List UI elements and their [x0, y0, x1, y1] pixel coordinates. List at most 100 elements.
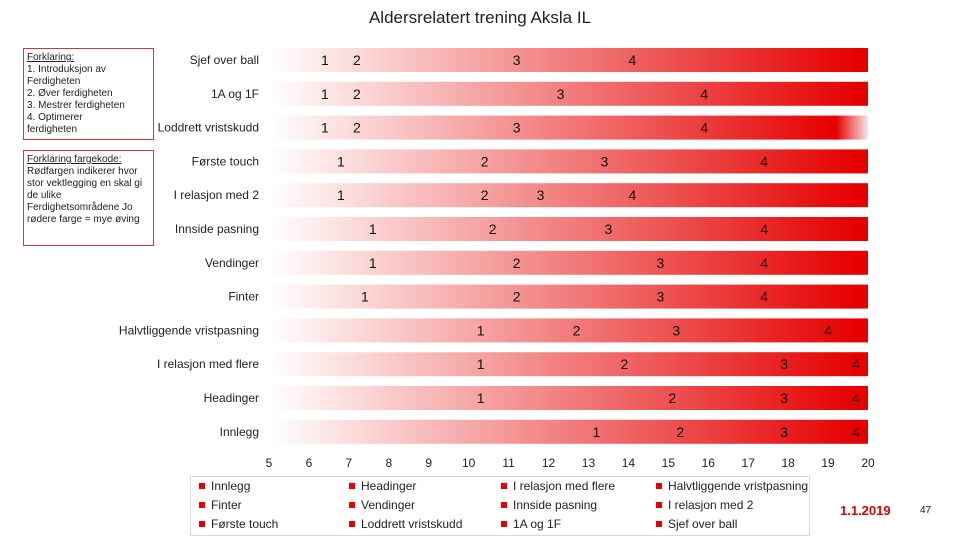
- stage-label-1: 1: [477, 322, 485, 338]
- x-tick-label: 11: [502, 456, 515, 470]
- category-label: 1A og 1F: [211, 87, 259, 101]
- bar-halvtliggende-vristpasning: [269, 318, 868, 343]
- x-tick-label: 6: [306, 456, 313, 470]
- stage-label-4: 4: [824, 322, 832, 338]
- stage-label-1: 1: [477, 356, 485, 372]
- legend-swatch: [199, 501, 205, 508]
- explanation-line: Ferdigheten: [27, 76, 81, 87]
- legend-item: I relasjon med flere: [501, 479, 615, 493]
- legend-item: I relasjon med 2: [656, 498, 753, 512]
- x-tick-label: 15: [662, 456, 676, 470]
- color-key-heading: Forklaring fargekode:: [27, 154, 122, 165]
- stage-label-1: 1: [369, 255, 377, 271]
- stage-label-3: 3: [605, 221, 613, 237]
- stage-label-1: 1: [361, 289, 369, 305]
- explanation-line: 3. Mestrer ferdigheten: [27, 100, 125, 111]
- category-label: Finter: [228, 290, 259, 304]
- x-tick-label: 19: [821, 456, 835, 470]
- x-tick-label: 16: [702, 456, 716, 470]
- legend-label: Loddrett vristskudd: [361, 517, 463, 531]
- color-key-text: Rødfargen indikerer hvor stor vektleggin…: [27, 166, 143, 225]
- stage-label-2: 2: [513, 289, 521, 305]
- stage-label-4: 4: [628, 52, 636, 68]
- legend-label: I relasjon med 2: [668, 498, 754, 512]
- stage-label-1: 1: [321, 86, 329, 102]
- explanation-line: ferdigheten: [27, 124, 78, 135]
- stage-label-1: 1: [337, 187, 345, 203]
- stage-label-2: 2: [481, 187, 489, 203]
- legend-label: Halvtliggende vristpasning: [668, 479, 809, 493]
- stage-label-3: 3: [780, 390, 788, 406]
- category-label: Halvtliggende vristpasning: [119, 323, 259, 337]
- legend-item: Innside pasning: [501, 498, 597, 512]
- stage-label-1: 1: [337, 153, 345, 169]
- legend-swatch: [656, 482, 662, 489]
- explanation-lines: 1. Introduksjon av Ferdigheten 2. Øver fer…: [27, 64, 150, 136]
- category-label: I relasjon med flere: [157, 357, 259, 371]
- category-label: Innside pasning: [175, 222, 259, 236]
- legend-label: Sjef over ball: [668, 517, 738, 531]
- stage-label-3: 3: [656, 255, 664, 271]
- legend-swatch: [349, 482, 355, 489]
- stage-label-4: 4: [700, 86, 708, 102]
- chart-legend: Innlegg Headinger I relasjon med flere Halv…: [190, 476, 810, 536]
- x-tick-label: 20: [861, 456, 875, 470]
- x-tick-label: 13: [582, 456, 596, 470]
- legend-label: Innside pasning: [513, 498, 598, 512]
- bar-sjef-over-ball: [269, 48, 868, 72]
- legend-label: I relasjon med flere: [513, 479, 616, 493]
- stage-label-3: 3: [513, 52, 521, 68]
- legend-swatch: [656, 520, 662, 527]
- x-tick-label: 12: [542, 456, 556, 470]
- legend-item: Finter: [199, 498, 242, 512]
- bar-loddrett-vristskudd: [269, 115, 868, 140]
- bar-finter: [269, 284, 868, 309]
- legend-item: 1A og 1F: [501, 517, 561, 531]
- legend-item: Vendinger: [349, 498, 415, 512]
- bar-headinger: [269, 386, 868, 410]
- legend-swatch: [199, 520, 205, 527]
- explanation-line: 1. Introduksjon av: [27, 64, 106, 75]
- x-tick-label: 18: [781, 456, 795, 470]
- legend-item: Halvtliggende vristpasning: [656, 479, 808, 493]
- bar-innlegg: [269, 419, 868, 444]
- stage-label-4: 4: [760, 289, 768, 305]
- legend-label: 1A og 1F: [513, 517, 562, 531]
- stage-label-2: 2: [573, 322, 581, 338]
- stage-label-4: 4: [760, 221, 768, 237]
- stage-label-3: 3: [656, 289, 664, 305]
- chart-title: Aldersrelatert trening Aksla IL: [368, 8, 592, 27]
- stage-label-2: 2: [621, 356, 629, 372]
- stage-label-4: 4: [760, 255, 768, 271]
- stage-label-4: 4: [852, 390, 860, 406]
- category-label: Loddrett vristskudd: [158, 121, 259, 135]
- stage-label-1: 1: [477, 390, 485, 406]
- stage-label-2: 2: [489, 221, 497, 237]
- legend-swatch: [501, 501, 507, 508]
- x-tick-label: 5: [266, 456, 273, 470]
- bar-innside-pasning: [269, 217, 868, 241]
- x-tick-label: 17: [742, 456, 756, 470]
- legend-swatch: [656, 501, 662, 508]
- stage-label-3: 3: [601, 153, 609, 169]
- legend-swatch: [501, 520, 507, 527]
- category-label: I relasjon med 2: [174, 188, 260, 202]
- stage-label-2: 2: [676, 424, 684, 440]
- legend-swatch: [501, 482, 507, 489]
- legend-label: Første touch: [211, 517, 279, 531]
- legend-item: Første touch: [199, 517, 278, 531]
- stage-label-1: 1: [369, 221, 377, 237]
- stage-label-1: 1: [593, 424, 601, 440]
- explanation-box: Forklaring: 1. Introduksjon av Ferdighete…: [23, 48, 154, 140]
- x-tick-label: 8: [385, 456, 392, 470]
- stage-label-3: 3: [557, 86, 565, 102]
- stage-label-1: 1: [321, 52, 329, 68]
- category-label: Headinger: [204, 391, 259, 405]
- category-label: Vendinger: [205, 256, 259, 270]
- legend-item: Innlegg: [199, 479, 250, 493]
- stage-label-2: 2: [353, 86, 361, 102]
- stage-label-4: 4: [628, 187, 636, 203]
- explanation-line: 4. Optimerer: [27, 112, 83, 123]
- category-label: Første touch: [192, 154, 259, 168]
